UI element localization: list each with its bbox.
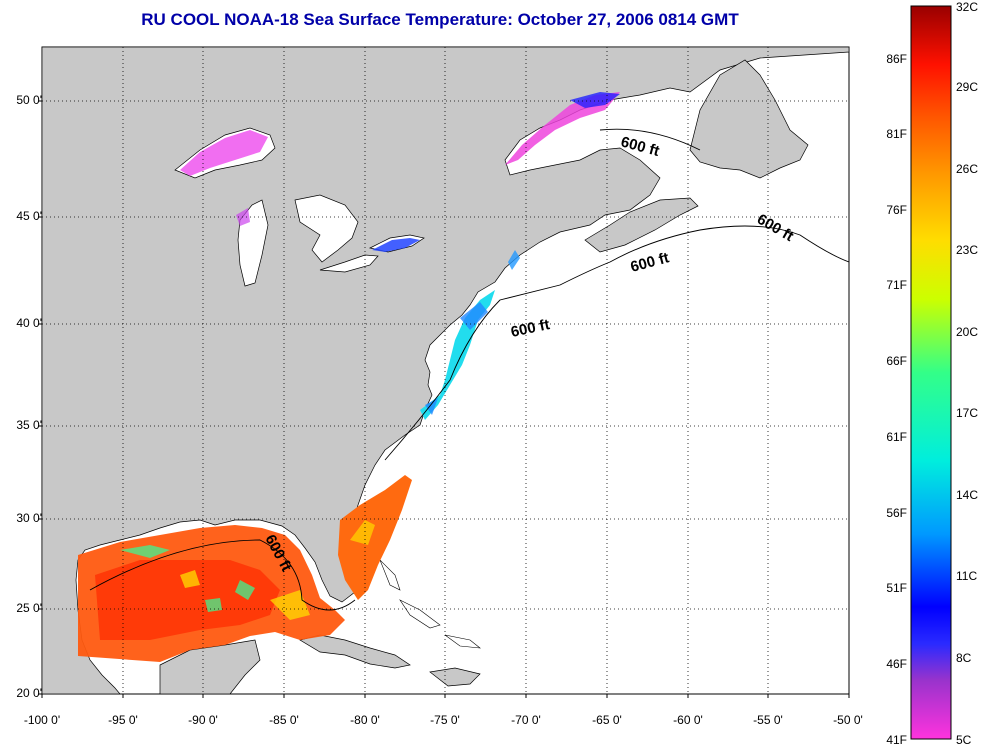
lon-label-85: -85 0'	[269, 713, 299, 727]
colorbar-f-71: 71F	[886, 278, 907, 292]
lon-label-70: -70 0'	[511, 713, 541, 727]
land-cuba	[299, 634, 411, 669]
colorbar-c-5: 5C	[956, 733, 972, 747]
colorbar-c-29: 29C	[956, 80, 979, 94]
colorbar-c-11: 11C	[956, 569, 978, 583]
lat-label-35: 35 0'	[16, 418, 42, 432]
land-newfoundland	[689, 59, 809, 179]
lake-huron	[294, 194, 359, 263]
isobath-lines	[89, 128, 849, 611]
lon-label-75: -75 0'	[430, 713, 460, 727]
lon-label-50: -50 0'	[833, 713, 863, 727]
sst-stlawrence	[505, 92, 620, 165]
colorbar-f-76: 76F	[886, 203, 907, 217]
colorbar-f-61: 61F	[886, 430, 907, 444]
colorbar-f-51: 51F	[886, 581, 907, 595]
lat-label-50: 50 0'	[16, 93, 42, 107]
lon-label-95: -95 0'	[108, 713, 138, 727]
lake-erie	[319, 254, 379, 273]
lat-label-30: 30 0'	[16, 511, 42, 525]
colorbar-c-14: 14C	[956, 488, 979, 502]
colorbar-f-41: 41F	[886, 733, 907, 747]
colorbar-f-81: 81F	[886, 127, 907, 141]
colorbar-gradient	[910, 5, 952, 740]
sst-gulf-hot	[95, 560, 280, 640]
lon-label-65: -65 0'	[592, 713, 622, 727]
lat-label-20: 20 0'	[16, 686, 42, 700]
lon-label-80: -80 0'	[350, 713, 380, 727]
colorbar-c-8: 8C	[956, 651, 972, 665]
colorbar-f-46: 46F	[886, 657, 907, 671]
sst-gulf-cool	[120, 545, 255, 612]
graticule	[42, 47, 849, 694]
sst-ontario	[372, 238, 420, 252]
lat-label-40: 40 0'	[16, 316, 42, 330]
sst-gulf-yellow	[180, 570, 310, 620]
sst-stlawrence-blue	[570, 92, 620, 108]
colorbar-c-23: 23C	[956, 243, 979, 257]
colorbar-c-32: 32C	[956, 0, 979, 14]
lon-label-100: -100 0'	[23, 713, 61, 727]
colorbar-f-86: 86F	[886, 52, 907, 66]
lon-label-90: -90 0'	[188, 713, 218, 727]
land-north-america	[42, 47, 849, 694]
colorbar-c-20: 20C	[956, 325, 979, 339]
lon-label-55: -55 0'	[753, 713, 783, 727]
colorbar-f-56: 56F	[886, 506, 907, 520]
sst-superior	[180, 130, 268, 176]
lat-label-25: 25 0'	[16, 601, 42, 615]
colorbar-f-66: 66F	[886, 354, 907, 368]
colorbar-c-17: 17C	[956, 406, 979, 420]
lat-label-45: 45 0'	[16, 209, 42, 223]
sst-gulfstream-yellow	[350, 520, 375, 545]
land-nova-scotia	[584, 197, 699, 253]
colorbar-c-26: 26C	[956, 162, 979, 176]
bahamas	[379, 559, 481, 649]
lon-label-60: -60 0'	[673, 713, 703, 727]
sst-gulfofmaine	[508, 250, 520, 270]
map-title: RU COOL NOAA-18 Sea Surface Temperature:…	[141, 10, 739, 29]
sst-gulfstream	[338, 475, 412, 600]
